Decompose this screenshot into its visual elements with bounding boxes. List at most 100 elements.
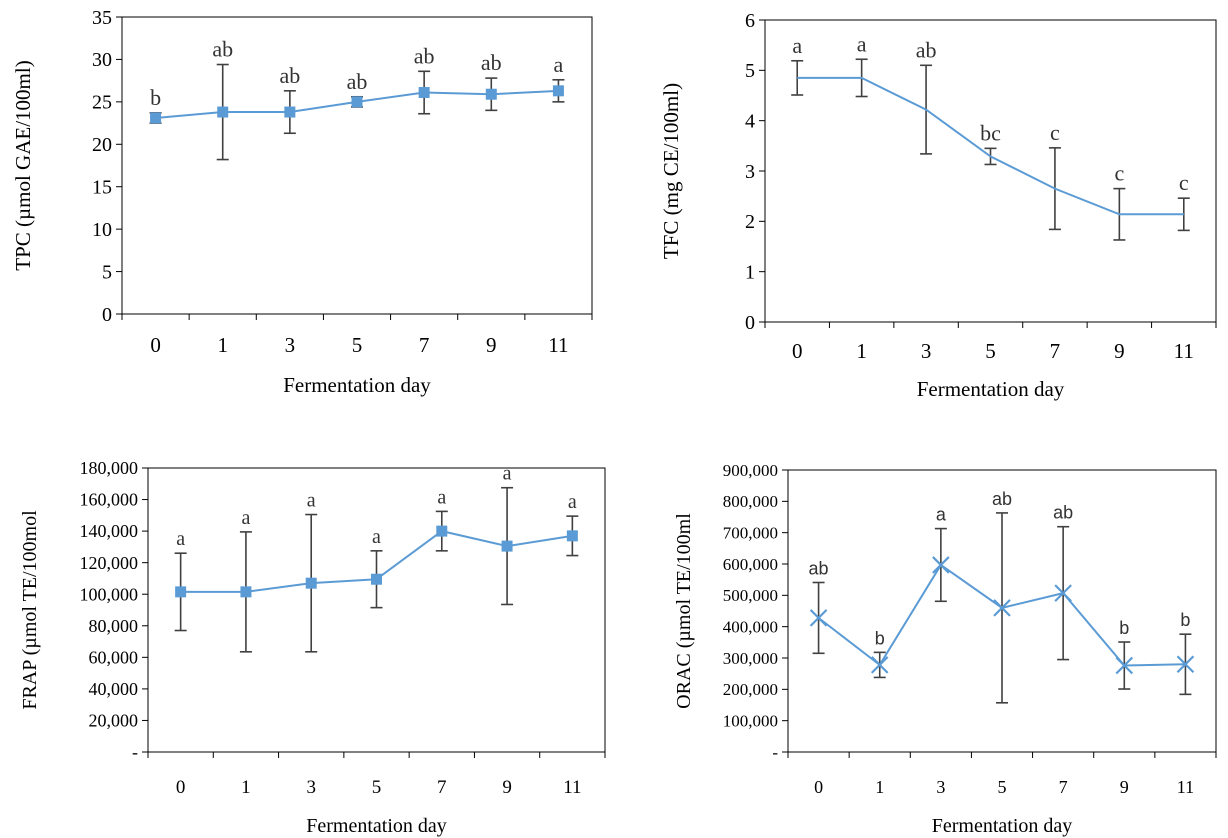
y-tick-label: 0 <box>745 312 755 334</box>
x-tick-label: 0 <box>814 777 823 797</box>
data-point <box>371 573 382 585</box>
significance-label: ab <box>1053 503 1073 523</box>
significance-label: ab <box>414 43 435 68</box>
x-tick-label: 3 <box>936 777 945 797</box>
y-tick-label: 140,000 <box>80 521 139 541</box>
y-tick-label: 5 <box>102 261 112 283</box>
significance-label: ab <box>992 489 1012 509</box>
x-axis-title: Fermentation day <box>283 373 431 397</box>
significance-label: ab <box>279 63 300 88</box>
significance-label: a <box>857 31 867 56</box>
chart-panel-3: - 100,000 200,000 300,000 400,000 500,000 600,… <box>673 461 1217 837</box>
chart-panel-1: 0 1 2 3 4 5 6 0 1 3 5 7 9 11 Fermentation day TFC (mg C… <box>659 10 1217 401</box>
y-tick-label: 30 <box>92 49 112 71</box>
significance-label: a <box>568 491 577 513</box>
y-tick-label: 80,000 <box>89 616 139 636</box>
significance-label: b <box>1180 610 1190 630</box>
x-tick-label: 11 <box>563 777 581 798</box>
y-tick-label: 20 <box>92 134 112 156</box>
x-axis-title: Fermentation day <box>306 815 447 837</box>
data-point <box>418 87 430 99</box>
data-point <box>1054 584 1072 602</box>
significance-label: a <box>307 490 316 512</box>
y-tick-label: 100,000 <box>80 584 139 604</box>
data-point <box>485 88 497 100</box>
significance-label: b <box>1119 618 1129 638</box>
x-tick-label: 11 <box>1177 777 1194 797</box>
y-tick-label: 20,000 <box>89 711 139 731</box>
x-tick-label: 11 <box>548 333 568 357</box>
y-axis-title: ORAC (µmol TE/100ml <box>673 513 695 709</box>
y-tick-label: - <box>772 743 778 762</box>
data-point <box>284 106 296 118</box>
y-tick-label: 3 <box>745 161 755 183</box>
data-point <box>566 530 578 542</box>
x-tick-label: 9 <box>486 333 497 357</box>
x-tick-label: 0 <box>792 339 803 363</box>
significance-label: a <box>176 528 185 550</box>
significance-label: b <box>875 628 885 648</box>
significance-label: ab <box>809 558 829 578</box>
y-tick-label: 5 <box>745 60 755 82</box>
data-point <box>932 556 950 574</box>
significance-label: c <box>1179 170 1189 195</box>
data-point <box>1176 655 1195 674</box>
data-point <box>305 577 317 589</box>
x-tick-label: 3 <box>285 333 296 357</box>
significance-label: a <box>503 463 512 485</box>
x-tick-label: 5 <box>998 777 1007 797</box>
y-tick-label: 15 <box>92 177 112 199</box>
data-point <box>501 540 513 552</box>
y-tick-label: 60,000 <box>89 647 139 667</box>
x-tick-label: 1 <box>875 777 884 797</box>
y-tick-label: 900,000 <box>723 461 778 480</box>
x-tick-label: 7 <box>437 777 447 798</box>
x-tick-label: 3 <box>921 339 932 363</box>
significance-label: a <box>372 526 381 548</box>
significance-label: c <box>1050 120 1060 145</box>
data-point <box>552 85 564 97</box>
y-tick-label: 500,000 <box>723 586 778 605</box>
plot-area-border <box>787 469 1217 753</box>
y-tick-label: 10 <box>92 219 112 241</box>
series-line <box>797 76 1184 216</box>
significance-label: c <box>1114 161 1124 186</box>
x-tick-label: 0 <box>176 777 186 798</box>
y-tick-label: 6 <box>745 10 755 32</box>
x-tick-label: 7 <box>1050 339 1061 363</box>
significance-label: b <box>150 85 161 110</box>
x-tick-label: 3 <box>306 777 316 798</box>
y-tick-label: 600,000 <box>723 555 778 574</box>
y-tick-label: 0 <box>102 304 112 326</box>
y-tick-label: 400,000 <box>723 617 778 636</box>
data-point <box>175 586 187 598</box>
plot-area-border <box>764 19 1217 323</box>
data-point <box>217 106 229 118</box>
data-point <box>993 599 1011 617</box>
y-tick-label: - <box>132 742 138 762</box>
y-axis-title: TFC (mg CE/100ml) <box>659 83 683 259</box>
y-tick-label: 180,000 <box>80 458 139 478</box>
x-tick-label: 9 <box>1120 777 1129 797</box>
x-tick-label: 9 <box>502 777 512 798</box>
significance-label: ab <box>916 37 937 62</box>
x-axis-title: Fermentation day <box>917 377 1065 401</box>
x-tick-label: 0 <box>150 333 161 357</box>
x-axis-title: Fermentation day <box>932 815 1073 837</box>
data-point <box>1115 656 1134 675</box>
data-point <box>351 96 363 108</box>
data-point <box>240 586 252 598</box>
y-tick-label: 120,000 <box>80 553 139 573</box>
x-tick-label: 7 <box>1059 777 1068 797</box>
x-tick-label: 5 <box>985 339 996 363</box>
x-tick-label: 1 <box>856 339 867 363</box>
data-point <box>870 656 889 674</box>
significance-label: a <box>936 505 947 525</box>
significance-label: ab <box>481 50 502 75</box>
y-tick-label: 300,000 <box>723 649 778 668</box>
y-tick-label: 40,000 <box>89 679 139 699</box>
x-tick-label: 11 <box>1174 339 1194 363</box>
data-point <box>436 525 448 537</box>
